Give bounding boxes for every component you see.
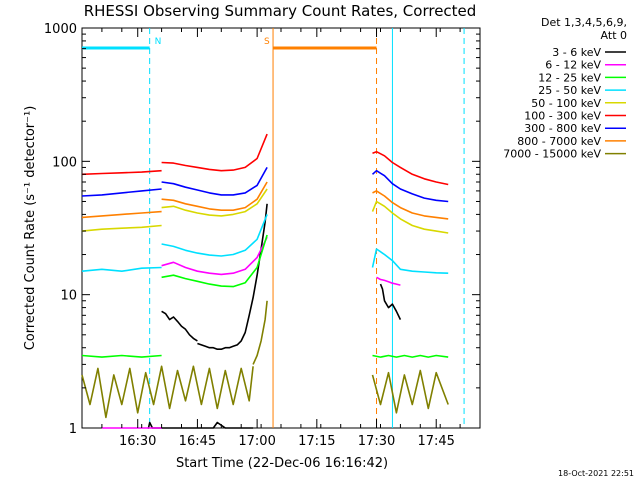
- series-7-segment-0: [81, 210, 162, 219]
- series-1-segment-1: [161, 236, 268, 276]
- series-2-segment-0: [81, 354, 162, 358]
- legend-label: 300 - 800 keV: [524, 122, 601, 135]
- annotation-label-0: N: [155, 37, 162, 47]
- series-5-segment-2: [372, 150, 449, 186]
- series-6-segment-0: [81, 188, 162, 197]
- legend-header-0: Det 1,3,4,5,6,9,: [541, 16, 627, 29]
- x-tick-label: 17:45: [417, 434, 454, 449]
- x-tick-label: 16:30: [119, 434, 156, 449]
- chart-series: [81, 133, 449, 429]
- legend-label: 7000 - 15000 keV: [503, 148, 601, 161]
- legend-label: 3 - 6 keV: [552, 46, 601, 59]
- series-3-segment-1: [161, 214, 268, 257]
- legend-label: 6 - 12 keV: [545, 59, 601, 72]
- series-3-segment-0: [81, 266, 162, 273]
- y-tick-label: 1: [69, 422, 77, 437]
- series-3-segment-2: [371, 248, 449, 274]
- legend-label: 50 - 100 keV: [531, 97, 601, 110]
- series-0-segment-0: [147, 421, 254, 429]
- x-tick-label: 17:30: [358, 434, 395, 449]
- chart-title: RHESSI Observing Summary Count Rates, Co…: [84, 2, 477, 20]
- x-axis-label: Start Time (22-Dec-06 16:16:42): [176, 456, 388, 471]
- legend-label: 800 - 7000 keV: [517, 135, 601, 148]
- series-1-segment-2: [376, 276, 401, 286]
- series-4-segment-2: [371, 200, 449, 234]
- chart-axes: 1 10 100 1000 16:30 16:45 17:00 17:15 17:30 17:45: [44, 22, 481, 449]
- series-0-segment-2: [197, 203, 268, 351]
- x-tick-label: 17:00: [238, 434, 275, 449]
- x-tick-label: 17:15: [298, 434, 335, 449]
- series-8-segment-1: [252, 300, 268, 365]
- annotation-label-1: S: [264, 37, 270, 47]
- series-7-segment-2: [372, 190, 449, 220]
- y-tick-label: 10: [60, 289, 77, 304]
- footer-timestamp: 18-Oct-2021 22:51: [558, 469, 634, 478]
- legend-label: 100 - 300 keV: [524, 110, 601, 123]
- series-5-segment-1: [161, 133, 268, 172]
- series-4-segment-1: [161, 188, 268, 217]
- x-tick-label: 16:45: [179, 434, 216, 449]
- series-8-segment-2: [371, 369, 449, 414]
- series-7-segment-1: [161, 181, 268, 211]
- y-tick-label: 100: [52, 155, 77, 170]
- y-axis-label: Corrected Count Rate (s⁻¹ detector⁻¹): [23, 106, 38, 351]
- series-0-segment-1: [161, 310, 198, 342]
- series-5-segment-0: [81, 169, 162, 176]
- series-6-segment-1: [161, 167, 268, 196]
- series-6-segment-2: [371, 169, 449, 203]
- legend-label: 12 - 25 keV: [538, 71, 601, 84]
- series-4-segment-0: [81, 224, 162, 232]
- y-tick-label: 1000: [44, 22, 77, 37]
- legend-label: 25 - 50 keV: [538, 84, 601, 97]
- series-2-segment-2: [372, 354, 449, 358]
- series-2-segment-1: [161, 234, 268, 288]
- legend-header-1: Att 0: [601, 29, 627, 42]
- series-0-segment-3: [379, 283, 402, 320]
- series-8-segment-0: [81, 365, 254, 419]
